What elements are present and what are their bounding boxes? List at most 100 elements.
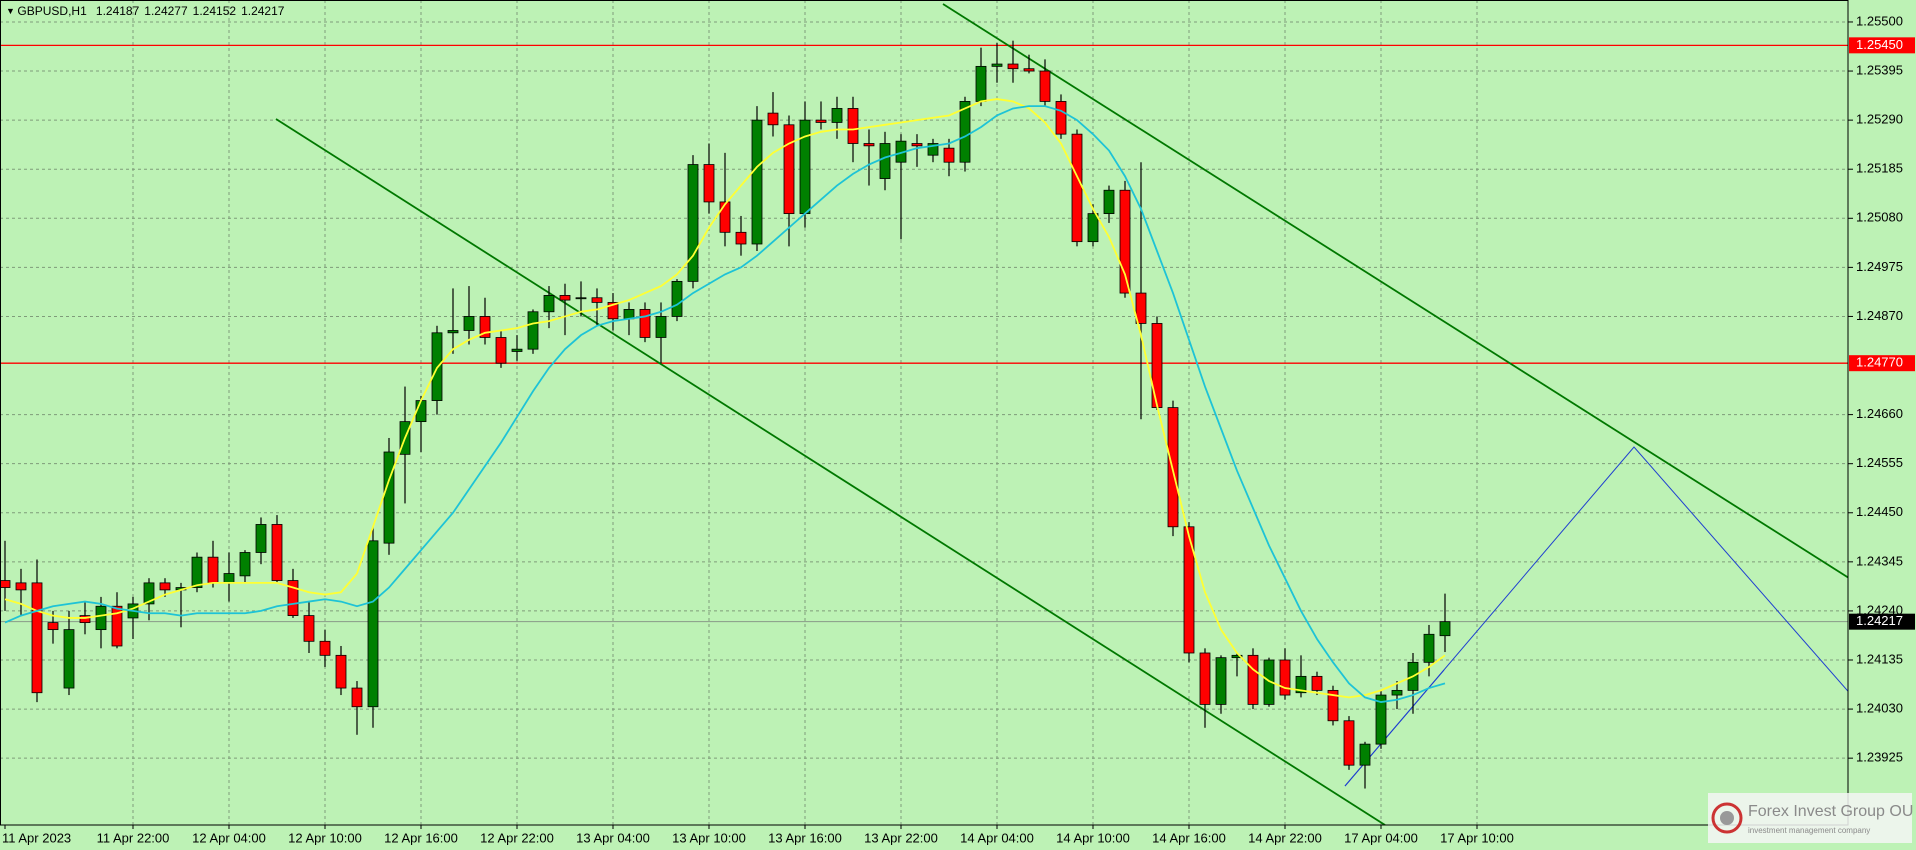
candle-body	[1023, 68, 1035, 72]
watermark-logo	[1711, 802, 1743, 834]
moving-average-line	[4, 105, 1446, 703]
trend-line	[942, 3, 1848, 579]
x-tick-label: 13 Apr 04:00	[576, 830, 650, 845]
header-value: 1.24152	[193, 4, 237, 18]
candle-body	[639, 309, 651, 338]
candle-body	[415, 400, 427, 423]
candle-body	[735, 231, 747, 245]
candle-body	[111, 605, 123, 647]
candle-body	[239, 552, 251, 577]
watermark-title: Forex Invest Group OU	[1748, 803, 1913, 820]
candle-body	[815, 119, 827, 123]
candle-body	[575, 297, 587, 300]
level-label-box	[1849, 37, 1915, 54]
y-tick-label: 1.25500	[1856, 13, 1903, 28]
candle-body	[607, 302, 619, 320]
y-tick-label: 1.24030	[1856, 701, 1903, 716]
candle-body	[847, 108, 859, 144]
candle-body	[767, 112, 779, 126]
candle-body	[255, 524, 267, 553]
watermark-logo	[1720, 811, 1734, 825]
candle-body	[95, 605, 107, 631]
candle-body	[1039, 70, 1051, 102]
x-tick-label: 14 Apr 16:00	[1152, 830, 1226, 845]
candle-body	[1215, 657, 1227, 705]
candle-body	[1135, 292, 1147, 324]
candle-body	[591, 297, 603, 303]
candle-body	[159, 582, 171, 591]
watermark: Forex Invest Group OU investment managem…	[1708, 793, 1913, 843]
symbol-arrow: ▼	[6, 6, 17, 16]
y-tick-label: 1.25080	[1856, 210, 1903, 225]
candle-body	[143, 582, 155, 605]
x-tick-label: 17 Apr 04:00	[1344, 830, 1418, 845]
candle-body	[79, 615, 91, 624]
header: ▼ GBPUSD,H1 1.24187 1.24277 1.24152 1.24217	[6, 4, 285, 18]
candle-body	[751, 119, 763, 245]
candle-body	[687, 164, 699, 282]
grid	[0, 0, 1848, 825]
x-tick-label: 12 Apr 22:00	[480, 830, 554, 845]
candle-body	[1151, 323, 1163, 408]
y-tick-label: 1.25290	[1856, 112, 1903, 127]
candle-body	[223, 573, 235, 584]
candle-body	[975, 65, 987, 102]
candle-body	[1359, 743, 1371, 766]
header-value: 1.24277	[144, 4, 188, 18]
candle-body	[47, 622, 59, 631]
candle-body	[959, 101, 971, 163]
candle-body	[463, 316, 475, 331]
y-tick-label: 1.24870	[1856, 308, 1903, 323]
candle-body	[335, 654, 347, 689]
candle-body	[15, 582, 27, 591]
y-tick-label: 1.24660	[1856, 406, 1903, 421]
candle-body	[63, 629, 75, 689]
candle-body	[655, 316, 667, 338]
y-tick-label: 1.24240	[1856, 602, 1903, 617]
candle-body	[1263, 659, 1275, 705]
candle-body	[1327, 689, 1339, 722]
last-price-box	[1849, 613, 1915, 630]
last-price-label: 1.24217	[1856, 613, 1903, 628]
candle-body	[703, 164, 715, 203]
candle-body	[367, 540, 379, 708]
candle-body	[943, 147, 955, 163]
y-tick-label: 1.23925	[1856, 750, 1903, 765]
candle-body	[479, 316, 491, 338]
symbol-title: GBPUSD,H1	[17, 4, 87, 18]
candle-body	[1343, 720, 1355, 766]
y-tick-label: 1.24975	[1856, 259, 1903, 274]
plot-border	[0, 0, 1849, 826]
moving-average-line	[4, 98, 1446, 699]
candle-body	[879, 143, 891, 179]
watermark-subtitle: investment management company	[1748, 826, 1870, 835]
level-label: 1.24770	[1856, 355, 1903, 370]
candle-body	[1183, 526, 1195, 654]
candle-body	[191, 556, 203, 588]
x-tick-label: 11 Apr 22:00	[97, 830, 170, 845]
level-label-box	[1849, 355, 1915, 372]
candle-body	[495, 337, 507, 364]
candle-body	[799, 119, 811, 215]
candle-body	[1279, 659, 1291, 696]
candle-body	[287, 580, 299, 616]
candle-body	[543, 295, 555, 313]
candle-body	[1055, 101, 1067, 135]
candle-body	[991, 63, 1003, 67]
trend-line	[275, 118, 1386, 825]
candle-body	[207, 556, 219, 584]
candle-body	[927, 143, 939, 156]
level-label: 1.25450	[1856, 37, 1903, 52]
candle-body	[319, 640, 331, 656]
header-value: 1.24217	[241, 4, 285, 18]
candle-body	[559, 295, 571, 301]
candle-body	[1199, 652, 1211, 705]
candle-body	[31, 582, 43, 694]
x-tick-label: 14 Apr 10:00	[1056, 830, 1130, 845]
candle-body	[1231, 654, 1243, 659]
x-tick-label: 13 Apr 22:00	[864, 830, 938, 845]
candle-body	[1071, 133, 1083, 243]
x-tick-label: 14 Apr 22:00	[1248, 830, 1322, 845]
candle-body	[1103, 189, 1115, 215]
